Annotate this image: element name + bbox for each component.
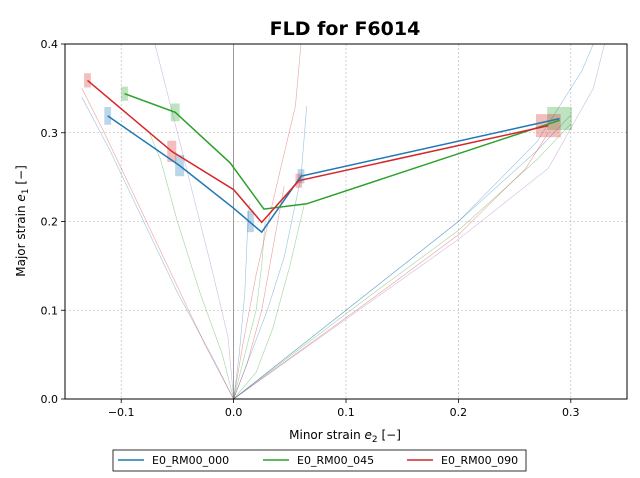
legend: E0_RM00_000 E0_RM00_045 E0_RM00_090 (112, 449, 527, 472)
x-axis-ticks: −0.1 0.0 0.1 0.2 0.3 (108, 399, 580, 419)
strain-path (81, 97, 234, 400)
strain-path (149, 132, 234, 400)
series-line (124, 92, 560, 210)
legend-label: E0_RM00_090 (441, 454, 518, 467)
error-box (84, 73, 91, 88)
strain-path (233, 114, 572, 400)
y-axis-title: Major strain e1 [−] (14, 165, 31, 277)
y-tick-label: 0.0 (41, 393, 59, 406)
error-box (535, 114, 561, 138)
series-line (107, 115, 560, 234)
y-tick-label: 0.4 (41, 38, 59, 51)
y-tick-label: 0.1 (41, 304, 59, 317)
strain-path (233, 185, 285, 400)
strain-path (81, 88, 234, 400)
x-tick-label: −0.1 (108, 406, 135, 419)
y-axis-ticks: 0.0 0.1 0.2 0.3 0.4 (41, 38, 65, 406)
strain-path (233, 203, 250, 400)
strain-path (233, 123, 572, 400)
legend-label: E0_RM00_000 (152, 454, 229, 467)
error-box (121, 86, 128, 101)
strain-path (233, 43, 605, 400)
x-tick-label: 0.3 (562, 406, 580, 419)
x-tick-label: 0.0 (225, 406, 243, 419)
x-tick-label: 0.2 (450, 406, 468, 419)
strain-path (233, 43, 302, 400)
strain-paths (81, 43, 605, 400)
error-boxes (84, 73, 572, 233)
x-tick-label: 0.1 (337, 406, 355, 419)
strain-path (233, 106, 307, 400)
y-tick-label: 0.2 (41, 216, 59, 229)
strain-path (233, 132, 549, 400)
series-line (87, 79, 549, 224)
legend-label: E0_RM00_045 (297, 454, 374, 467)
grid-lines (65, 43, 627, 400)
y-tick-label: 0.3 (41, 127, 59, 140)
strain-path (233, 43, 594, 400)
chart-title: FLD for F6014 (270, 18, 421, 40)
strain-path (233, 203, 305, 400)
strain-path (154, 43, 234, 400)
x-axis-title: Minor strain e2 [−] (289, 428, 401, 445)
error-box (247, 210, 254, 233)
legend-box (112, 449, 527, 472)
series-lines (87, 79, 560, 234)
strain-path (233, 221, 266, 400)
